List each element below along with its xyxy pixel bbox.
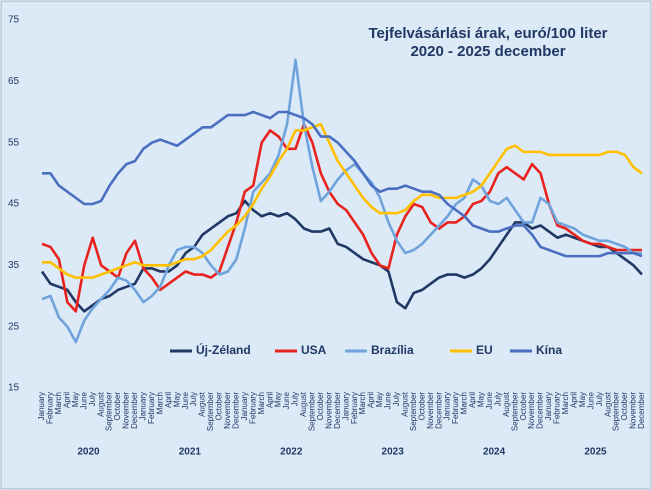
x-tick-label: August [400,391,409,417]
x-tick-label: January [139,392,148,420]
x-tick-label: December [231,392,240,429]
x-tick-label: October [417,392,426,421]
x-tick-label: February [248,392,257,424]
x-tick-label: October [215,392,224,421]
x-tick-label: February [451,392,460,424]
x-tick-label: April [468,392,477,408]
x-tick-label: September [510,392,519,431]
x-tick-label: September [206,392,215,431]
x-tick-label: September [308,392,317,431]
x-tick-label: June [485,391,494,409]
year-label: 2022 [280,447,303,458]
series-line [42,110,643,258]
x-tick-label: December [434,392,443,429]
y-tick-label: 45 [8,199,20,210]
x-tick-label: February [46,392,55,424]
legend-label: Brazília [371,343,414,357]
series-line [40,199,643,313]
x-tick-label: June [586,391,595,409]
x-tick-label: March [54,392,63,414]
x-tick-label: September [409,392,418,431]
y-tick-label: 25 [8,321,20,332]
x-tick-label: July [189,392,198,406]
x-tick-label: October [620,392,629,421]
x-tick-label: June [282,391,291,409]
x-tick-label: June [181,391,190,409]
legend-label: EU [476,343,493,357]
x-tick-label: July [291,392,300,406]
legend-label: Új-Zéland [196,342,251,357]
x-tick-label: August [299,391,308,417]
year-label: 2020 [77,447,100,458]
x-tick-label: December [130,392,139,429]
x-tick-label: January [37,392,46,420]
x-tick-label: February [350,392,359,424]
x-tick-label: May [477,392,486,407]
legend-label: Kína [536,343,562,357]
x-tick-label: August [603,391,612,417]
x-tick-label: April [569,392,578,408]
x-tick-label: December [637,392,646,429]
x-tick-label: February [147,392,156,424]
x-tick-label: November [122,392,131,429]
x-tick-label: August [502,391,511,417]
y-tick-label: 75 [8,15,20,26]
y-tick-label: 65 [8,76,20,87]
y-tick-label: 35 [8,260,20,271]
x-tick-label: May [578,392,587,407]
x-tick-label: December [333,392,342,429]
legend-label: USA [301,343,327,357]
x-tick-label: August [198,391,207,417]
x-tick-label: March [460,392,469,414]
chart-title: Tejfelvásárlási árak, euró/100 liter [368,25,607,42]
x-tick-label: July [595,392,604,406]
x-tick-label: October [113,392,122,421]
series-line [41,58,642,344]
x-tick-label: May [172,392,181,407]
x-tick-label: June [384,391,393,409]
year-label: 2021 [179,447,202,458]
x-tick-label: March [257,392,266,414]
x-tick-label: March [561,392,570,414]
x-tick-label: January [341,392,350,420]
year-label: 2025 [584,447,607,458]
series-line [42,122,643,279]
x-tick-label: July [88,392,97,406]
x-tick-label: September [612,392,621,431]
x-tick-label: November [426,392,435,429]
year-label: 2024 [483,447,506,458]
x-tick-label: June [79,391,88,409]
x-tick-label: January [443,392,452,420]
x-tick-label: April [62,392,71,408]
x-tick-label: April [164,392,173,408]
x-tick-label: May [274,392,283,407]
chart-subtitle: 2020 - 2025 december [410,43,565,60]
x-tick-label: November [324,392,333,429]
x-tick-label: November [629,392,638,429]
x-tick-label: November [223,392,232,429]
x-tick-label: October [519,392,528,421]
x-tick-label: April [367,392,376,408]
x-tick-label: January [240,392,249,420]
x-tick-label: March [358,392,367,414]
x-tick-label: February [553,392,562,424]
y-tick-label: 15 [8,383,20,394]
x-tick-label: August [96,391,105,417]
x-tick-label: December [536,392,545,429]
x-tick-label: May [71,392,80,407]
x-tick-label: April [265,392,274,408]
x-tick-label: October [316,392,325,421]
year-label: 2023 [382,447,405,458]
y-tick-label: 55 [8,137,20,148]
x-tick-label: July [392,392,401,406]
x-tick-label: September [105,392,114,431]
x-tick-label: May [375,392,384,407]
x-tick-label: July [493,392,502,406]
x-tick-label: November [527,392,536,429]
x-tick-label: March [155,392,164,414]
x-tick-label: January [544,392,553,420]
